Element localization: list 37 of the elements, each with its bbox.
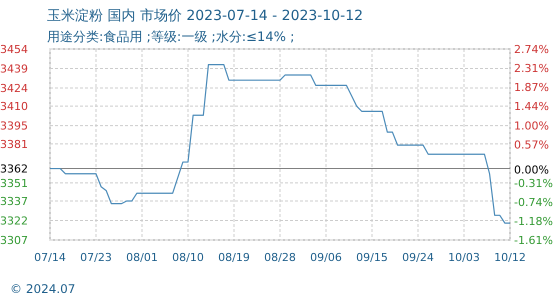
- y2-tick-label: 2.31%: [514, 62, 549, 75]
- x-tick-label: 09/06: [310, 251, 342, 264]
- y2-tick-label: 1.44%: [514, 100, 549, 114]
- y-tick-label: 3424: [0, 82, 28, 95]
- x-tick-label: 07/23: [80, 251, 112, 264]
- y2-tick-label: -1.18%: [514, 215, 553, 228]
- y2-tick-label: -1.61%: [514, 234, 553, 247]
- x-tick-label: 09/24: [402, 251, 434, 264]
- x-tick-label: 08/01: [126, 251, 158, 264]
- y-tick-label: 3337: [0, 195, 28, 208]
- text: © 2024.07: [10, 282, 76, 296]
- y2-tick-label: -0.74%: [514, 196, 553, 209]
- y2-tick-label: 1.00%: [514, 119, 549, 132]
- x-tick-label: 08/19: [218, 251, 250, 264]
- chart-subtitle: 用途分类:食品用 ;等级:一级 ;水分:≤14% ;: [47, 30, 294, 45]
- y-tick-label: 3351: [0, 176, 28, 190]
- y-tick-label: 3395: [0, 120, 28, 133]
- x-tick-label: 07/14: [34, 251, 66, 264]
- y-tick-label: 3307: [0, 234, 28, 247]
- y-tick-label: 3362: [0, 162, 28, 176]
- y-tick-label: 3439: [0, 62, 28, 76]
- line-series: [49, 64, 511, 224]
- y2-tick-label: 1.87%: [514, 81, 549, 94]
- y-tick-label: 3381: [0, 138, 28, 151]
- y-tick-label: 3322: [0, 214, 28, 228]
- x-tick-label: 10/12: [494, 251, 526, 264]
- y-tick-label: 3454: [0, 43, 28, 56]
- y2-tick-label: 2.74%: [514, 43, 549, 56]
- x-tick-label: 08/10: [172, 251, 204, 264]
- y-tick-label: 3410: [0, 100, 28, 114]
- chart-title: 玉米淀粉 国内 市场价 2023-07-14 - 2023-10-12: [47, 8, 364, 24]
- x-tick-label: 09/15: [356, 251, 388, 264]
- y2-tick-label: 0.00%: [514, 163, 549, 176]
- x-tick-label: 10/03: [448, 251, 480, 264]
- y2-tick-label: 0.57%: [514, 138, 549, 152]
- x-tick-label: 08/28: [264, 251, 296, 264]
- y2-tick-label: -0.31%: [514, 176, 553, 190]
